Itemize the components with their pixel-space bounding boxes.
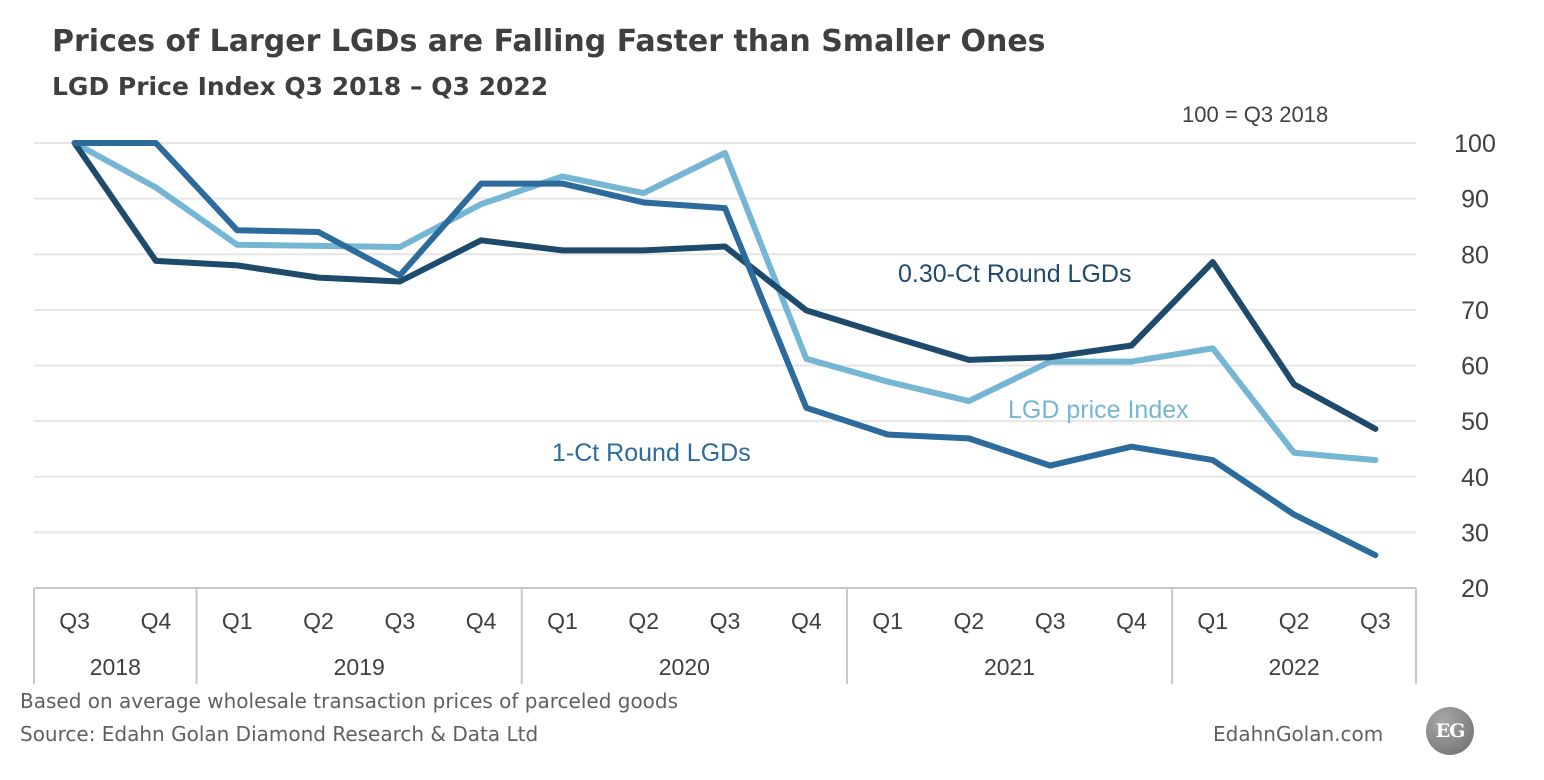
- series-line-1: [71, 140, 1379, 432]
- y-tick-label: 60: [1461, 353, 1489, 381]
- index-base-note: 100 = Q3 2018: [1182, 102, 1329, 127]
- year-label: 2020: [659, 654, 710, 680]
- series-label: LGD price Index: [1008, 396, 1189, 424]
- x-tick-label: Q3: [1360, 608, 1391, 634]
- footnote: Based on average wholesale transaction p…: [20, 689, 679, 713]
- year-label: 2022: [1268, 654, 1319, 680]
- series-line-0: [71, 140, 1379, 464]
- series-line-2: [71, 140, 1379, 559]
- series-label: 1-Ct Round LGDs: [552, 439, 751, 467]
- x-tick-label: Q4: [141, 608, 172, 634]
- brand-logo-icon: EG: [1426, 707, 1474, 755]
- x-tick-label: Q4: [466, 608, 497, 634]
- year-label: 2018: [90, 654, 141, 680]
- source-note: Source: Edahn Golan Diamond Research & D…: [20, 722, 539, 746]
- year-label: 2019: [334, 654, 385, 680]
- x-tick-label: Q3: [710, 608, 741, 634]
- x-tick-label: Q2: [1279, 608, 1310, 634]
- year-label: 2021: [984, 654, 1035, 680]
- x-tick-label: Q4: [791, 608, 822, 634]
- x-tick-label: Q2: [954, 608, 985, 634]
- x-tick-label: Q4: [1116, 608, 1147, 634]
- y-tick-label: 50: [1461, 408, 1489, 436]
- x-tick-label: Q1: [222, 608, 253, 634]
- y-tick-label: 80: [1461, 241, 1489, 269]
- series-labels: LGD price Index 0.30-Ct Round LGDs 1-Ct Ro…: [552, 260, 1189, 467]
- y-tick-label: 70: [1461, 297, 1489, 325]
- series-lines: [71, 140, 1379, 559]
- x-tick-label: Q3: [384, 608, 415, 634]
- x-tick-label: Q1: [1197, 608, 1228, 634]
- y-tick-label: 30: [1461, 519, 1489, 547]
- chart-title: Prices of Larger LGDs are Falling Faster…: [52, 24, 1046, 59]
- x-tick-label: Q1: [872, 608, 903, 634]
- y-tick-label: 40: [1461, 464, 1489, 492]
- x-tick-label: Q3: [59, 608, 90, 634]
- chart-subtitle: LGD Price Index Q3 2018 – Q3 2022: [52, 72, 549, 101]
- x-tick-label: Q1: [547, 608, 578, 634]
- x-tick-label: Q2: [303, 608, 334, 634]
- axes: [33, 587, 1417, 684]
- y-tick-label: 20: [1461, 575, 1489, 603]
- gridlines: [34, 142, 1416, 534]
- x-tick-label: Q3: [1035, 608, 1066, 634]
- x-tick-label: Q2: [628, 608, 659, 634]
- y-axis-ticks: 20 30 40 50 60 70 80 90 100: [1454, 130, 1496, 603]
- brand-link[interactable]: EdahnGolan.com: [1213, 722, 1384, 746]
- y-tick-label: 90: [1461, 186, 1489, 214]
- series-label: 0.30-Ct Round LGDs: [898, 260, 1131, 288]
- y-tick-label: 100: [1454, 130, 1496, 158]
